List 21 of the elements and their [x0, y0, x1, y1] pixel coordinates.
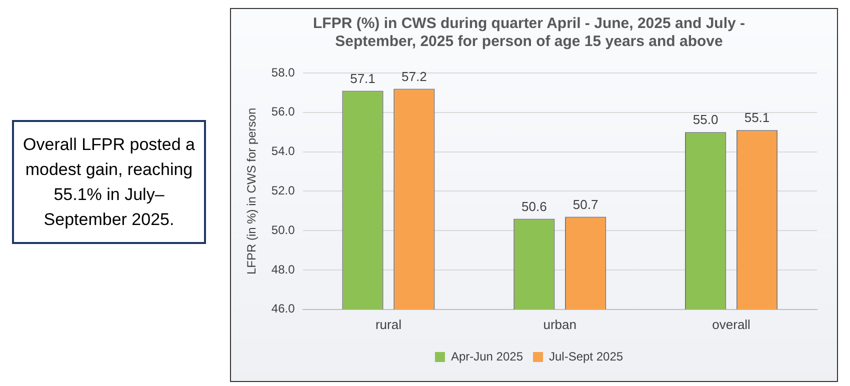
- chart-title: LFPR (%) in CWS during quarter April - June, 2025 and July - September, 2025 for person of age 15 years and above: [313, 15, 745, 50]
- y-axis-title: LFPR (in %) in CWS for person: [244, 108, 259, 275]
- x-tick-label: overall: [712, 316, 751, 332]
- legend-label: Jul-Sept 2025: [549, 349, 624, 364]
- data-label: 50.6: [522, 198, 547, 214]
- y-tick-label: 50.0: [271, 222, 296, 237]
- y-tick-label: 54.0: [271, 144, 296, 158]
- data-label: 55.1: [744, 110, 770, 126]
- y-tick-label: 46.0: [271, 302, 296, 316]
- x-tick-label: rural: [375, 316, 402, 332]
- y-tick-label: 52.0: [271, 184, 296, 198]
- data-label: 55.0: [692, 112, 718, 128]
- data-label: 57.2: [402, 68, 427, 84]
- data-label: 57.1: [350, 70, 376, 86]
- y-tick-label: 48.0: [271, 262, 296, 276]
- y-tick-label: 56.0: [271, 104, 296, 119]
- data-label: 50.7: [572, 196, 598, 212]
- x-tick-label: urban: [543, 316, 577, 332]
- legend-label: Apr-Jun 2025: [450, 349, 524, 364]
- y-tick-label: 58.0: [271, 65, 296, 80]
- text: Overall LFPR posted a modest gain, reaching 55.1% in July–September 2025.: [12, 120, 206, 244]
